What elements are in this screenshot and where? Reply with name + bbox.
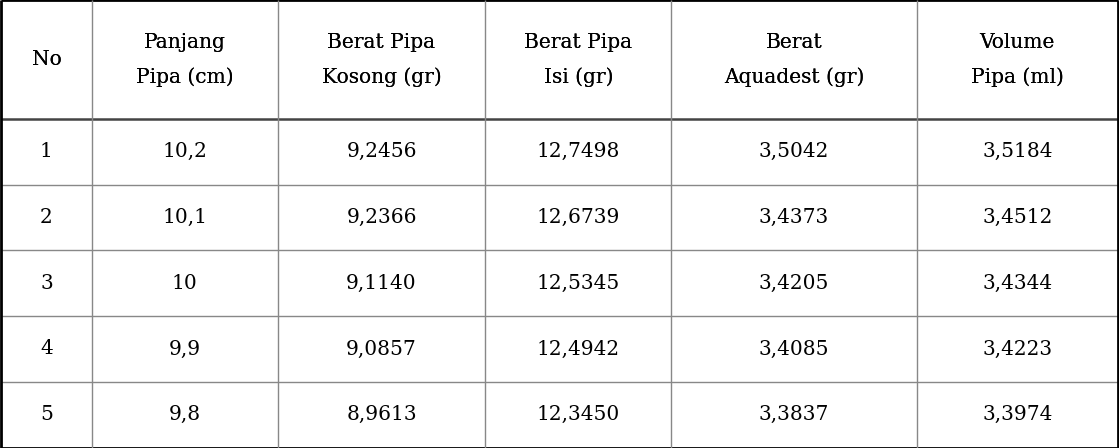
Text: 12,6739: 12,6739 xyxy=(537,208,620,227)
Text: Berat Pipa
Isi (gr): Berat Pipa Isi (gr) xyxy=(525,33,632,87)
Text: Panjang
Pipa (cm): Panjang Pipa (cm) xyxy=(135,33,234,87)
Text: 3,3837: 3,3837 xyxy=(759,405,829,424)
Text: 9,0857: 9,0857 xyxy=(346,340,417,358)
Text: 12,7498: 12,7498 xyxy=(537,142,620,161)
Text: 9,2366: 9,2366 xyxy=(346,208,416,227)
Text: Berat
Aquadest (gr): Berat Aquadest (gr) xyxy=(724,33,864,87)
Text: 3,5042: 3,5042 xyxy=(759,142,829,161)
Text: Volume
Pipa (ml): Volume Pipa (ml) xyxy=(971,33,1064,87)
Text: 8,9613: 8,9613 xyxy=(346,405,417,424)
Text: 9,8: 9,8 xyxy=(169,405,200,424)
Text: Berat
Aquadest (gr): Berat Aquadest (gr) xyxy=(724,33,864,87)
Text: 2: 2 xyxy=(40,208,53,227)
Text: 3,4373: 3,4373 xyxy=(759,208,829,227)
Text: 10: 10 xyxy=(172,274,198,293)
Text: Panjang
Pipa (cm): Panjang Pipa (cm) xyxy=(135,33,234,87)
Text: 3,4205: 3,4205 xyxy=(759,274,829,293)
Text: 9,9: 9,9 xyxy=(169,340,200,358)
Text: 3,4223: 3,4223 xyxy=(982,340,1052,358)
Text: 10,1: 10,1 xyxy=(162,208,207,227)
Text: Berat Pipa
Kosong (gr): Berat Pipa Kosong (gr) xyxy=(321,33,441,87)
Text: 9,2456: 9,2456 xyxy=(346,142,416,161)
Text: 5: 5 xyxy=(40,405,53,424)
Text: 3,4512: 3,4512 xyxy=(982,208,1053,227)
Text: 10,2: 10,2 xyxy=(162,142,207,161)
Text: Volume
Pipa (ml): Volume Pipa (ml) xyxy=(971,33,1064,87)
Text: 9,1140: 9,1140 xyxy=(346,274,417,293)
Text: Berat Pipa
Isi (gr): Berat Pipa Isi (gr) xyxy=(525,33,632,87)
Text: 3,5184: 3,5184 xyxy=(982,142,1053,161)
Text: 3,4085: 3,4085 xyxy=(759,340,829,358)
Text: Berat Pipa
Kosong (gr): Berat Pipa Kosong (gr) xyxy=(321,33,441,87)
Text: 3: 3 xyxy=(40,274,53,293)
Text: 1: 1 xyxy=(40,142,53,161)
Text: No: No xyxy=(31,50,62,69)
Text: 12,4942: 12,4942 xyxy=(537,340,620,358)
Text: 12,3450: 12,3450 xyxy=(537,405,620,424)
Text: 12,5345: 12,5345 xyxy=(537,274,620,293)
Text: No: No xyxy=(31,50,62,69)
Text: 4: 4 xyxy=(40,340,53,358)
Text: 3,3974: 3,3974 xyxy=(982,405,1053,424)
Text: 3,4344: 3,4344 xyxy=(982,274,1052,293)
